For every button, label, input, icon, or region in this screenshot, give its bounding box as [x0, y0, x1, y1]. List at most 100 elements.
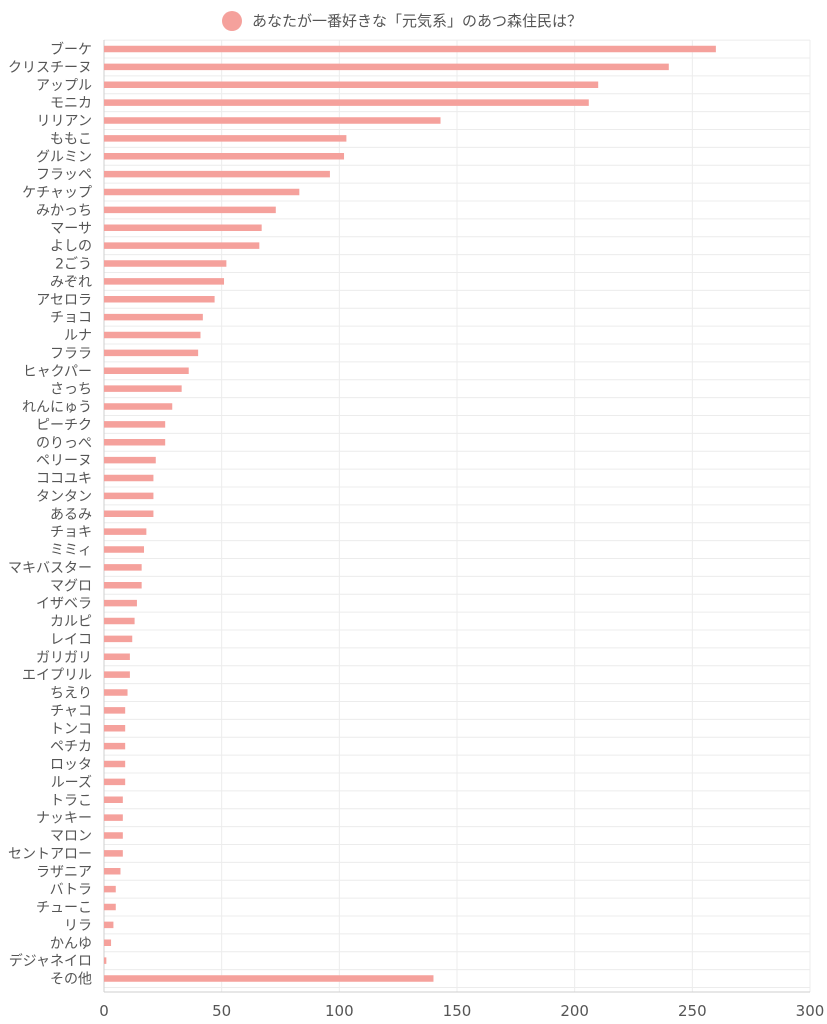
category-label: みぞれ: [50, 274, 92, 290]
category-label: ペリーヌ: [36, 453, 92, 469]
category-label: タンタン: [36, 489, 92, 505]
bar[interactable]: [104, 975, 434, 982]
bar[interactable]: [104, 367, 189, 375]
bar[interactable]: [104, 957, 107, 964]
bar[interactable]: [104, 885, 116, 893]
category-label: チューこ: [36, 900, 92, 916]
category-label: チャコ: [50, 703, 92, 719]
bar[interactable]: [104, 546, 145, 553]
category-label: ロッタ: [50, 757, 92, 773]
category-label: トラこ: [50, 793, 92, 809]
legend-label: あなたが一番好きな「元気系」のあつ森住民は？: [252, 12, 582, 30]
bar[interactable]: [104, 45, 716, 53]
category-label: トンコ: [50, 721, 92, 737]
category-label: ヒャクパー: [23, 364, 92, 380]
category-label: さっち: [50, 382, 92, 398]
category-label: リリアン: [37, 114, 92, 130]
bar[interactable]: [104, 385, 182, 392]
x-tick-label: 50: [212, 1002, 231, 1020]
category-label: ミミィ: [50, 543, 92, 559]
bar[interactable]: [104, 850, 123, 857]
bar[interactable]: [104, 742, 126, 750]
category-label: れんにゅう: [22, 400, 92, 416]
bar[interactable]: [104, 510, 154, 518]
bar[interactable]: [104, 939, 112, 947]
category-label: バトラ: [50, 882, 92, 898]
bar[interactable]: [104, 99, 589, 106]
bar[interactable]: [104, 474, 154, 482]
category-label: フララ: [50, 346, 92, 362]
bar[interactable]: [104, 331, 201, 339]
x-tick-label: 200: [560, 1002, 589, 1020]
category-label: モニカ: [50, 96, 92, 112]
bar[interactable]: [104, 796, 123, 804]
bar[interactable]: [104, 439, 166, 446]
bar[interactable]: [104, 349, 199, 357]
bar[interactable]: [104, 778, 126, 786]
bar[interactable]: [104, 671, 130, 678]
x-tick-label: 300: [796, 1002, 825, 1020]
bar[interactable]: [104, 170, 330, 178]
category-label: レイコ: [50, 632, 92, 648]
category-label: ちえり: [50, 686, 92, 702]
chart-legend[interactable]: あなたが一番好きな「元気系」のあつ森住民は？: [222, 11, 582, 31]
bar[interactable]: [104, 188, 300, 196]
x-tick-label: 150: [443, 1002, 472, 1020]
bar[interactable]: [104, 206, 276, 214]
bar[interactable]: [104, 564, 142, 571]
bar[interactable]: [104, 689, 128, 696]
category-label: ガリガリ: [36, 650, 92, 666]
x-tick-label: 100: [325, 1002, 354, 1020]
category-label: マグロ: [50, 578, 92, 594]
bar[interactable]: [104, 403, 173, 410]
category-label: フラッペ: [36, 167, 92, 183]
bar[interactable]: [104, 224, 262, 232]
bar[interactable]: [104, 260, 227, 267]
bar[interactable]: [104, 635, 133, 643]
x-tick-label: 0: [99, 1002, 109, 1020]
bar[interactable]: [104, 814, 123, 821]
category-label: ナッキー: [36, 811, 92, 827]
bar[interactable]: [104, 832, 123, 839]
category-label: ラザニア: [36, 864, 92, 880]
category-label: よしの: [50, 239, 92, 255]
grid-lines: [103, 39, 811, 992]
bar[interactable]: [104, 63, 669, 71]
bar[interactable]: [104, 135, 347, 142]
category-label: ケチャップ: [22, 185, 92, 201]
category-label: マーサ: [50, 221, 92, 237]
bar[interactable]: [104, 903, 116, 911]
category-label: ピーチク: [36, 417, 92, 433]
bar[interactable]: [104, 707, 126, 714]
bar[interactable]: [104, 153, 345, 160]
bar[interactable]: [104, 868, 121, 875]
bar[interactable]: [104, 242, 260, 249]
bar[interactable]: [104, 760, 126, 768]
bar[interactable]: [104, 117, 441, 124]
bar[interactable]: [104, 599, 137, 607]
category-label: マキバスター: [8, 560, 92, 576]
category-label: ココユキ: [36, 471, 92, 487]
category-label: ももこ: [50, 131, 92, 147]
bar[interactable]: [104, 528, 147, 535]
bar[interactable]: [104, 921, 114, 929]
bar[interactable]: [104, 653, 130, 661]
category-label: デジャネイロ: [9, 953, 92, 970]
category-label: イザベラ: [36, 596, 92, 612]
bar[interactable]: [104, 617, 135, 625]
bar[interactable]: [104, 421, 166, 428]
category-label: のりっぺ: [36, 435, 92, 451]
bar[interactable]: [104, 456, 156, 464]
category-label: エイプリル: [22, 668, 92, 684]
bar[interactable]: [104, 492, 154, 500]
bar[interactable]: [104, 313, 203, 321]
bar[interactable]: [104, 725, 126, 732]
category-label: チョキ: [50, 525, 92, 541]
bar[interactable]: [104, 278, 225, 285]
bar[interactable]: [104, 81, 599, 89]
category-label: チョコ: [50, 310, 92, 326]
bar[interactable]: [104, 296, 215, 303]
bar[interactable]: [104, 582, 142, 589]
